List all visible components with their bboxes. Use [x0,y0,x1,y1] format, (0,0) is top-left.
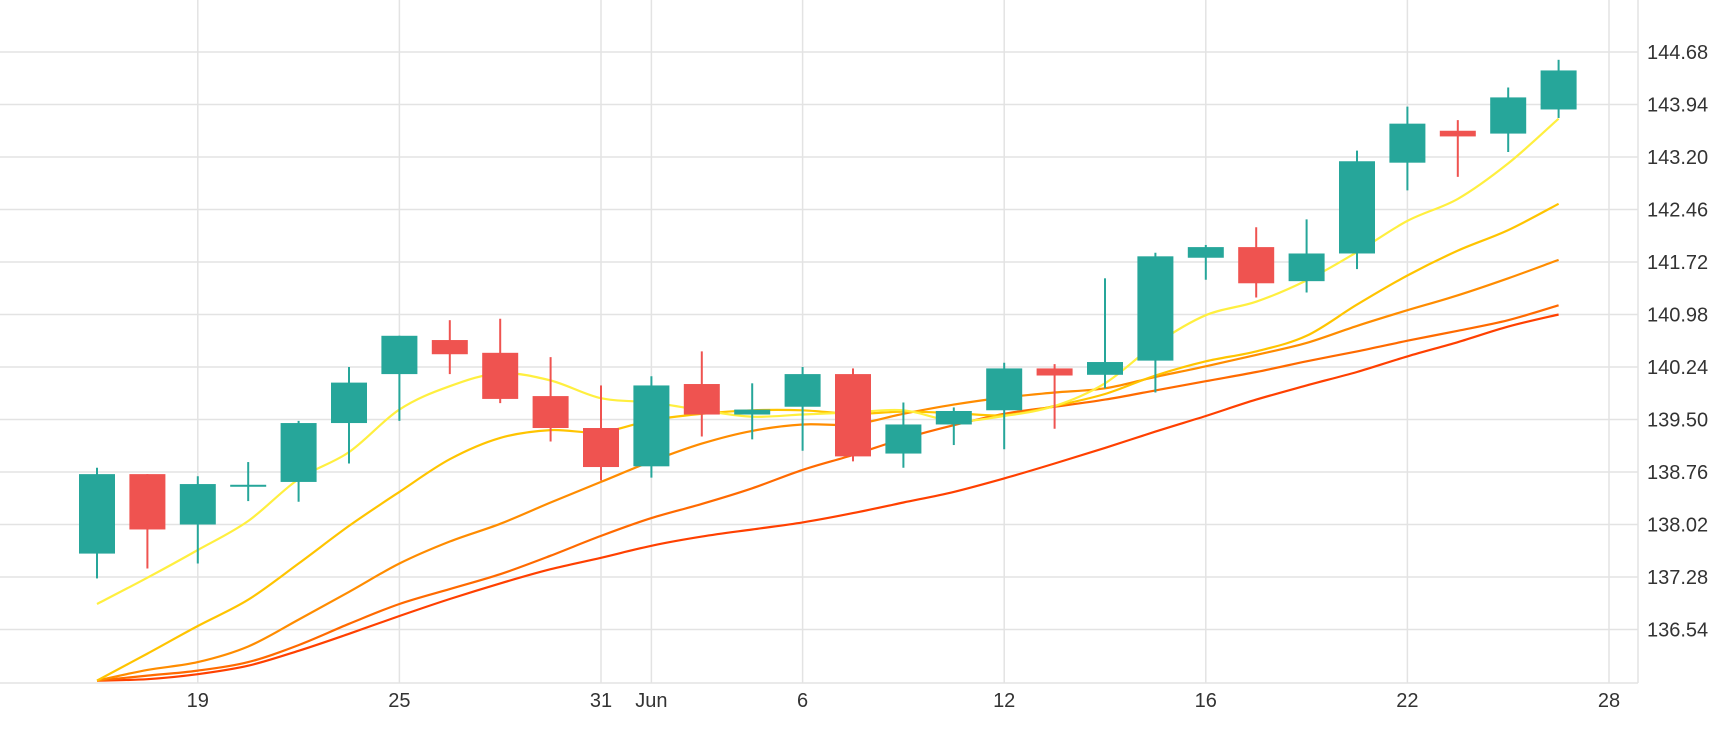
candle-body [532,396,569,429]
axes: 136.54 137.28 138.02 138.76 139.50 140.24 140.… [187,42,1708,712]
y-tick-label: 137.28 [1647,567,1708,589]
candle-down [482,318,519,404]
grid [0,0,1639,684]
candle-body [431,340,468,355]
candle-body [1490,97,1527,134]
candle-body [1439,130,1476,137]
moving-average-line [96,258,1559,682]
candle-down [1036,364,1073,429]
candle-body [1187,247,1224,258]
moving-average-line [96,202,1560,682]
candle-body [734,409,771,415]
y-tick-label: 138.02 [1647,515,1708,537]
x-tick-label: 28 [1598,690,1620,712]
candle-up [381,335,418,421]
y-tick-label: 144.68 [1647,42,1708,64]
candle-body [1137,256,1174,361]
candle-up [1288,219,1325,293]
candle-up [935,407,972,446]
candle-up [79,467,115,579]
x-tick-label: 16 [1195,690,1217,712]
candle-up [633,376,670,478]
candle-up [1339,150,1375,270]
candle-body [583,428,619,468]
candle-down [129,474,166,569]
candle-down [583,385,619,481]
x-tick-label: 31 [590,690,612,712]
candle-up [230,462,267,502]
candle-body [1238,247,1275,284]
y-tick-label: 138.76 [1647,462,1708,484]
candle-body [129,474,166,530]
candle-body [986,368,1023,411]
x-tick-label: 12 [993,690,1015,712]
candle-body [683,384,720,415]
candle-up [1137,252,1174,393]
candle-up [1087,278,1123,389]
candle-up [1490,87,1527,153]
candle-body [79,474,115,554]
candle-up [885,402,922,468]
candle-body [1288,253,1325,282]
y-tick-label: 141.72 [1647,252,1708,274]
candle-body [1389,123,1426,163]
moving-average-lines [96,117,1560,682]
x-tick-label: Jun [635,690,667,712]
candle-body [179,484,216,525]
candles [79,59,1577,579]
candle-down [532,357,569,442]
y-tick-label: 143.20 [1647,147,1708,169]
candle-body [381,335,418,375]
candle-up [331,367,367,464]
candle-down [1439,120,1476,177]
moving-average-line [96,304,1559,682]
x-tick-label: 19 [187,690,209,712]
candle-down [835,368,871,462]
candle-body [230,484,267,487]
candle-body [482,352,519,399]
candle-body [1339,161,1375,254]
candle-down [1238,227,1275,298]
candle-up [734,383,771,440]
candle-body [331,382,367,424]
y-tick-label: 136.54 [1647,620,1708,642]
candle-up [784,367,821,451]
candle-body [835,374,871,457]
x-tick-label: 6 [797,690,808,712]
x-tick-label: 25 [388,690,410,712]
candle-body [784,374,821,407]
candle-body [633,385,670,467]
moving-average-line [96,313,1559,682]
candle-body [1540,70,1577,110]
candle-down [431,320,468,375]
candle-body [935,410,972,425]
candle-body [280,423,317,482]
candle-body [1087,362,1123,375]
y-tick-label: 143.94 [1647,95,1708,117]
y-tick-label: 142.46 [1647,200,1708,222]
candle-body [885,424,922,454]
candle-body [1036,368,1073,376]
candle-up [986,362,1023,450]
candle-up [179,476,216,564]
y-tick-label: 140.24 [1647,357,1708,379]
y-tick-label: 139.50 [1647,410,1708,432]
candle-up [1187,244,1224,280]
candle-up [1389,106,1426,191]
candle-up [1540,59,1577,118]
candle-up [280,420,317,502]
y-tick-label: 140.98 [1647,305,1708,327]
x-tick-label: 22 [1396,690,1418,712]
candle-down [683,351,720,437]
